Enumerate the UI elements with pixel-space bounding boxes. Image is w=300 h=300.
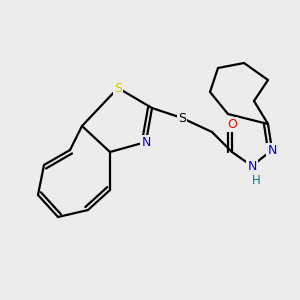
- Text: O: O: [227, 118, 237, 130]
- Text: S: S: [178, 112, 186, 124]
- Text: N: N: [141, 136, 151, 148]
- Text: N: N: [247, 160, 257, 172]
- Text: N: N: [267, 143, 277, 157]
- Text: H: H: [252, 173, 260, 187]
- Text: S: S: [114, 82, 122, 94]
